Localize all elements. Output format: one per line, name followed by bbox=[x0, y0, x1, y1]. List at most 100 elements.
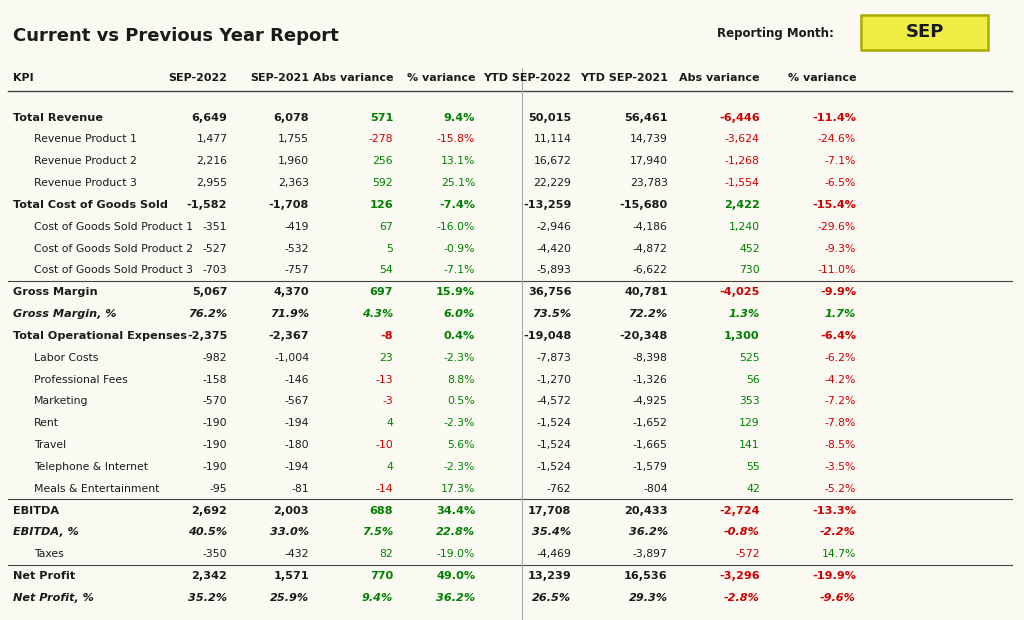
Text: Marketing: Marketing bbox=[34, 396, 88, 406]
Text: 17,708: 17,708 bbox=[528, 505, 571, 516]
Text: -9.6%: -9.6% bbox=[820, 593, 856, 603]
Text: 9.4%: 9.4% bbox=[443, 113, 475, 123]
Text: % variance: % variance bbox=[787, 73, 856, 83]
Text: -19,048: -19,048 bbox=[523, 331, 571, 341]
Text: -7.1%: -7.1% bbox=[824, 156, 856, 166]
Text: 71.9%: 71.9% bbox=[270, 309, 309, 319]
Text: 20,433: 20,433 bbox=[624, 505, 668, 516]
Text: -570: -570 bbox=[203, 396, 227, 406]
Text: 15.9%: 15.9% bbox=[436, 287, 475, 297]
Text: 770: 770 bbox=[370, 571, 393, 581]
Text: 73.5%: 73.5% bbox=[532, 309, 571, 319]
Text: -432: -432 bbox=[285, 549, 309, 559]
Text: 36.2%: 36.2% bbox=[436, 593, 475, 603]
Text: EBITDA, %: EBITDA, % bbox=[13, 528, 79, 538]
Text: 25.9%: 25.9% bbox=[270, 593, 309, 603]
Text: -350: -350 bbox=[203, 549, 227, 559]
Text: -1,326: -1,326 bbox=[633, 374, 668, 384]
Text: 688: 688 bbox=[370, 505, 393, 516]
Text: Rent: Rent bbox=[34, 418, 58, 428]
Text: 6,078: 6,078 bbox=[273, 113, 309, 123]
Text: 9.4%: 9.4% bbox=[361, 593, 393, 603]
Text: Gross Margin, %: Gross Margin, % bbox=[13, 309, 117, 319]
Text: KPI: KPI bbox=[13, 73, 34, 83]
Text: -8.5%: -8.5% bbox=[824, 440, 856, 450]
Text: 14,739: 14,739 bbox=[630, 135, 668, 144]
Text: 592: 592 bbox=[373, 178, 393, 188]
Text: 452: 452 bbox=[739, 244, 760, 254]
Text: -190: -190 bbox=[203, 440, 227, 450]
Text: 14.7%: 14.7% bbox=[821, 549, 856, 559]
Text: 35.2%: 35.2% bbox=[188, 593, 227, 603]
Text: -24.6%: -24.6% bbox=[818, 135, 856, 144]
Text: 67: 67 bbox=[380, 222, 393, 232]
Text: 56,461: 56,461 bbox=[624, 113, 668, 123]
Text: -4,872: -4,872 bbox=[633, 244, 668, 254]
Text: -4,420: -4,420 bbox=[537, 244, 571, 254]
Text: 1,571: 1,571 bbox=[273, 571, 309, 581]
Text: 571: 571 bbox=[370, 113, 393, 123]
Text: Total Operational Expenses: Total Operational Expenses bbox=[13, 331, 187, 341]
Text: 1,960: 1,960 bbox=[279, 156, 309, 166]
Text: -16.0%: -16.0% bbox=[437, 222, 475, 232]
Text: 0.5%: 0.5% bbox=[447, 396, 475, 406]
Text: Abs variance: Abs variance bbox=[679, 73, 760, 83]
Text: 40.5%: 40.5% bbox=[188, 528, 227, 538]
Text: -351: -351 bbox=[203, 222, 227, 232]
Text: -982: -982 bbox=[203, 353, 227, 363]
Text: -762: -762 bbox=[547, 484, 571, 494]
Text: -567: -567 bbox=[285, 396, 309, 406]
Text: 29.3%: 29.3% bbox=[629, 593, 668, 603]
Text: -2,375: -2,375 bbox=[187, 331, 227, 341]
Text: 525: 525 bbox=[739, 353, 760, 363]
Text: 5.6%: 5.6% bbox=[447, 440, 475, 450]
Text: 256: 256 bbox=[373, 156, 393, 166]
Text: -180: -180 bbox=[285, 440, 309, 450]
Text: -2,946: -2,946 bbox=[537, 222, 571, 232]
Text: 1.7%: 1.7% bbox=[824, 309, 856, 319]
FancyBboxPatch shape bbox=[861, 15, 988, 50]
Text: Net Profit: Net Profit bbox=[13, 571, 76, 581]
Text: -804: -804 bbox=[643, 484, 668, 494]
Text: -1,652: -1,652 bbox=[633, 418, 668, 428]
Text: 1,300: 1,300 bbox=[724, 331, 760, 341]
Text: -1,270: -1,270 bbox=[537, 374, 571, 384]
Text: 34.4%: 34.4% bbox=[436, 505, 475, 516]
Text: -1,554: -1,554 bbox=[725, 178, 760, 188]
Text: 40,781: 40,781 bbox=[625, 287, 668, 297]
Text: EBITDA: EBITDA bbox=[13, 505, 59, 516]
Text: 2,692: 2,692 bbox=[191, 505, 227, 516]
Text: 26.5%: 26.5% bbox=[532, 593, 571, 603]
Text: 42: 42 bbox=[746, 484, 760, 494]
Text: -3.5%: -3.5% bbox=[824, 462, 856, 472]
Text: 2,003: 2,003 bbox=[273, 505, 309, 516]
Text: -194: -194 bbox=[285, 462, 309, 472]
Text: 5,067: 5,067 bbox=[191, 287, 227, 297]
Text: Revenue Product 1: Revenue Product 1 bbox=[34, 135, 136, 144]
Text: -7.1%: -7.1% bbox=[443, 265, 475, 275]
Text: 0.4%: 0.4% bbox=[443, 331, 475, 341]
Text: 1.3%: 1.3% bbox=[728, 309, 760, 319]
Text: -1,524: -1,524 bbox=[537, 462, 571, 472]
Text: 54: 54 bbox=[380, 265, 393, 275]
Text: -3,624: -3,624 bbox=[725, 135, 760, 144]
Text: -2.8%: -2.8% bbox=[724, 593, 760, 603]
Text: 56: 56 bbox=[746, 374, 760, 384]
Text: 7.5%: 7.5% bbox=[361, 528, 393, 538]
Text: -1,524: -1,524 bbox=[537, 440, 571, 450]
Text: 2,216: 2,216 bbox=[197, 156, 227, 166]
Text: -8,398: -8,398 bbox=[633, 353, 668, 363]
Text: Total Revenue: Total Revenue bbox=[13, 113, 103, 123]
Text: -2.3%: -2.3% bbox=[443, 418, 475, 428]
Text: -703: -703 bbox=[203, 265, 227, 275]
Text: -9.9%: -9.9% bbox=[820, 287, 856, 297]
Text: -6.2%: -6.2% bbox=[824, 353, 856, 363]
Text: 730: 730 bbox=[739, 265, 760, 275]
Text: -572: -572 bbox=[735, 549, 760, 559]
Text: 353: 353 bbox=[739, 396, 760, 406]
Text: -190: -190 bbox=[203, 462, 227, 472]
Text: 4.3%: 4.3% bbox=[361, 309, 393, 319]
Text: 49.0%: 49.0% bbox=[436, 571, 475, 581]
Text: -1,268: -1,268 bbox=[725, 156, 760, 166]
Text: -8: -8 bbox=[381, 331, 393, 341]
